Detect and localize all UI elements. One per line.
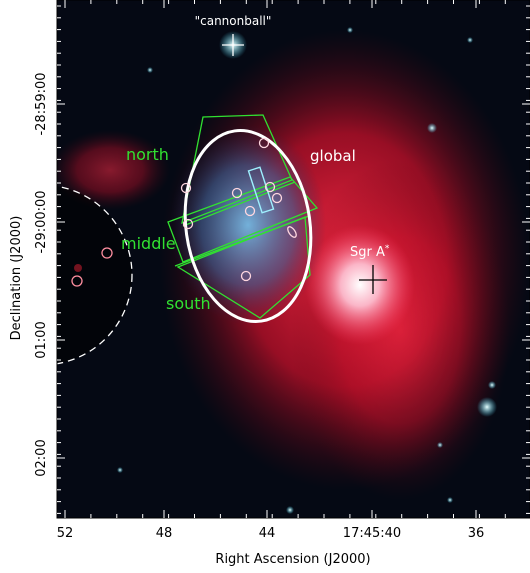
x-tick-label: 52	[57, 526, 74, 541]
point-source	[286, 506, 294, 514]
excluded-source-circle	[271, 192, 283, 204]
y-axis-label: Declination (J2000)	[9, 216, 24, 341]
background-region-dashed	[57, 185, 133, 365]
point-source	[427, 123, 437, 133]
x-tick-label: 17:45:40	[343, 526, 401, 541]
y-tick-label: 02:00	[34, 439, 49, 476]
excluded-source-circle	[264, 181, 276, 193]
region-middle	[167, 176, 319, 263]
x-axis-label: Right Ascension (J2000)	[215, 552, 370, 567]
x-tick-label: 48	[156, 526, 173, 541]
region-global	[183, 129, 313, 323]
x-tick-label: 44	[259, 526, 276, 541]
excluded-source-circle	[231, 187, 243, 199]
y-tick-label: -29:00:00	[34, 190, 49, 253]
excluded-source-circle	[180, 182, 192, 194]
red-emission-west	[57, 130, 170, 210]
label-north: north	[126, 145, 169, 164]
axis-ticks	[57, 0, 530, 518]
cyan-emission	[170, 125, 326, 325]
excluded-source-circle	[244, 205, 256, 217]
excluded-source-circle	[71, 275, 83, 287]
x-tick-label: 36	[468, 526, 485, 541]
sgra-core-glow	[305, 225, 415, 345]
region-box	[247, 166, 275, 214]
excluded-source-circle	[258, 137, 270, 149]
excluded-source-ellipse	[287, 226, 297, 238]
point-source	[147, 67, 153, 73]
excluded-source-circle	[101, 247, 113, 259]
point-source	[347, 27, 353, 33]
point-source	[467, 37, 473, 43]
point-source	[437, 442, 443, 448]
excluded-source-circle	[182, 218, 194, 230]
xray-image: "cannonball" global north middle south S…	[57, 0, 530, 518]
label-south: south	[166, 294, 211, 313]
point-source	[117, 467, 123, 473]
y-tick-label: -28:59:00	[34, 72, 49, 135]
y-tick-label: 01:00	[34, 321, 49, 358]
axes-frame	[56, 0, 530, 519]
point-source	[477, 397, 497, 417]
label-global: global	[310, 147, 356, 165]
excluded-source-circle	[240, 270, 252, 282]
label-middle: middle	[121, 234, 176, 253]
label-cannonball: "cannonball"	[195, 14, 272, 28]
point-source	[488, 381, 496, 389]
label-sgra: Sgr A*	[350, 244, 390, 260]
point-source	[447, 497, 453, 503]
